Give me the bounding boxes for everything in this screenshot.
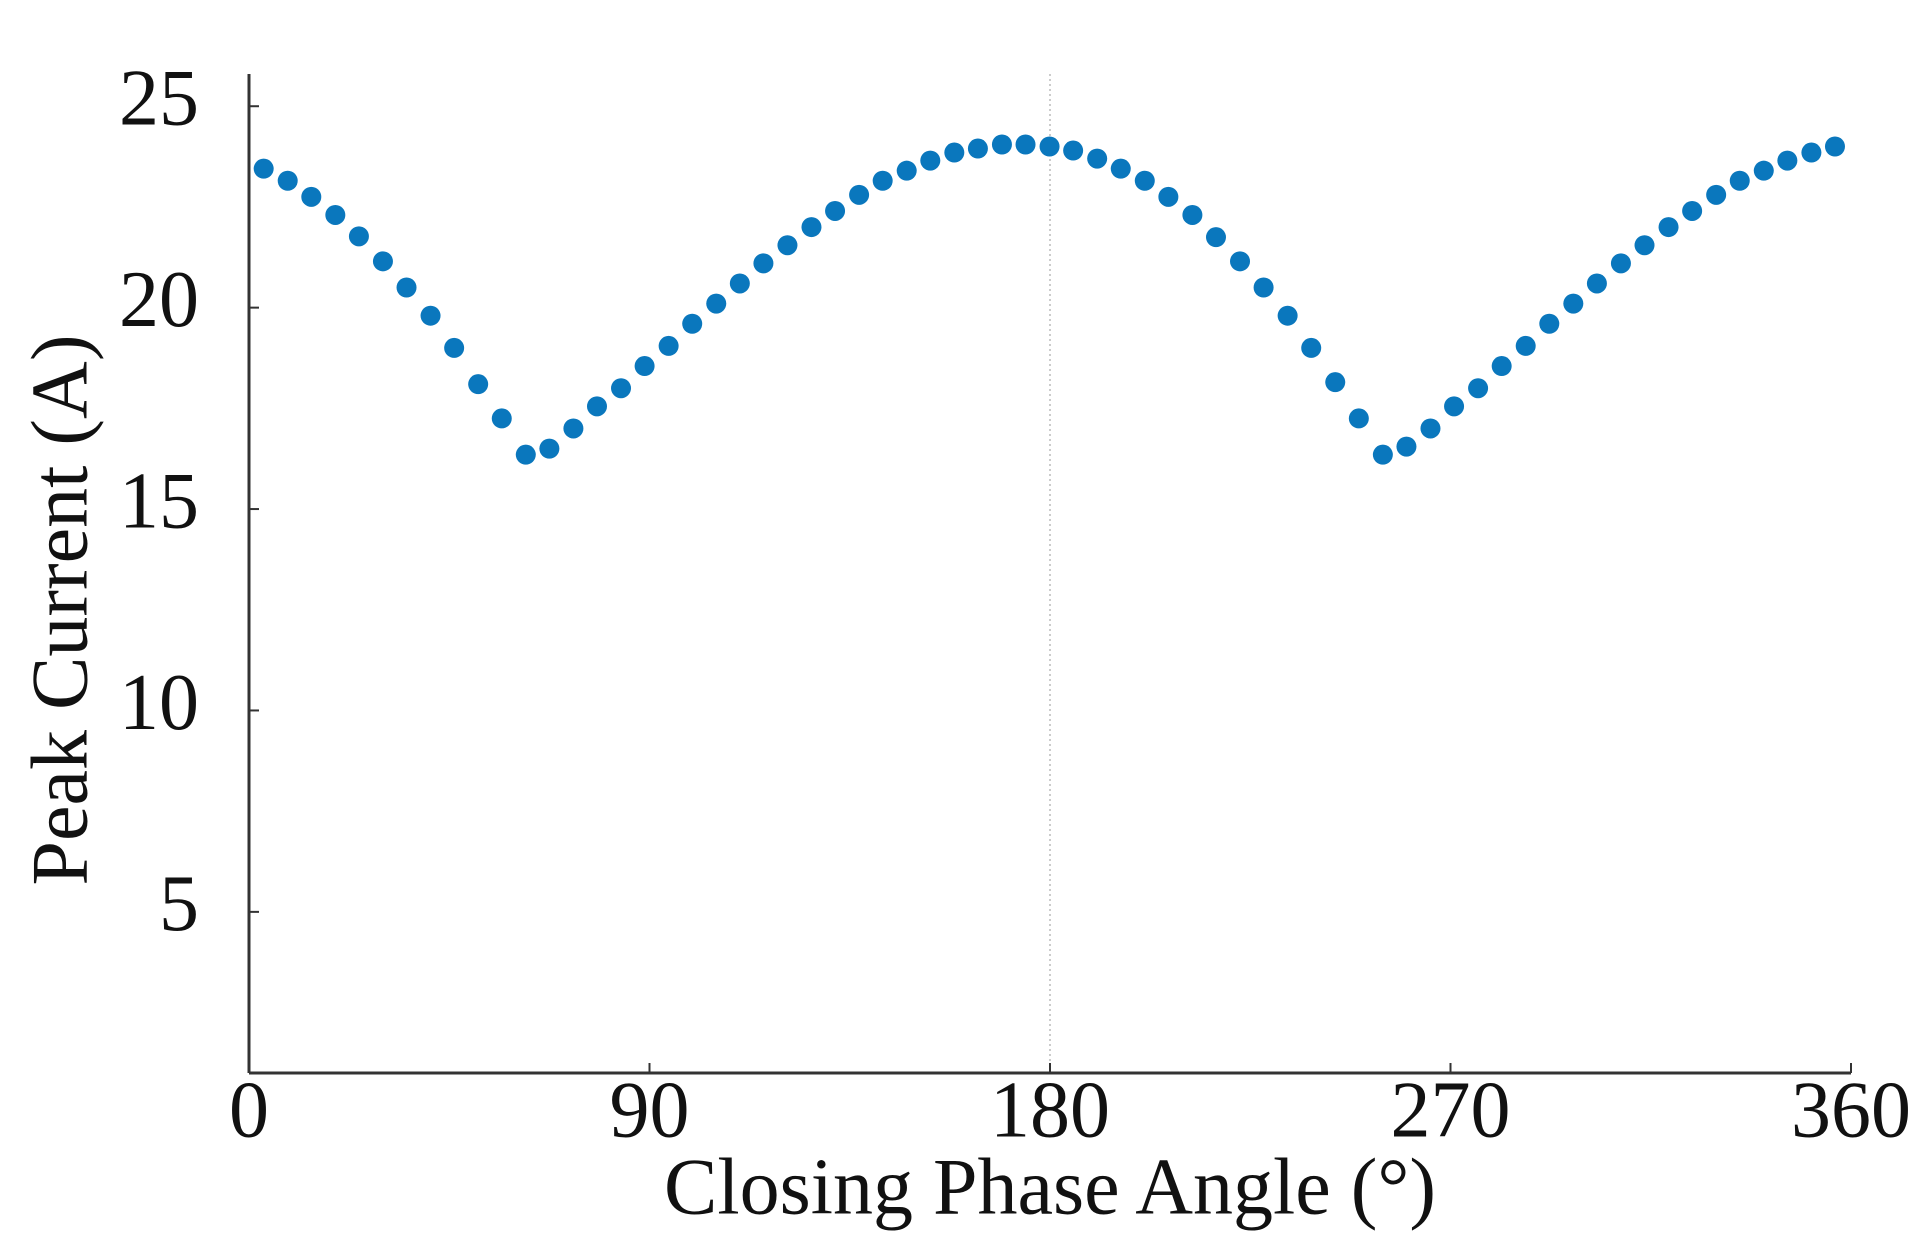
- data-point: [1824, 136, 1845, 157]
- data-point: [1801, 142, 1822, 163]
- data-point: [1158, 186, 1179, 207]
- data-point: [634, 356, 655, 377]
- x-tick-label: 90: [610, 1066, 690, 1154]
- data-point: [872, 170, 893, 191]
- data-point: [1039, 136, 1060, 157]
- data-point: [1205, 227, 1226, 248]
- data-point: [1063, 140, 1084, 161]
- data-point: [1468, 378, 1489, 399]
- data-point: [1729, 170, 1750, 191]
- data-point: [1539, 313, 1560, 334]
- data-point: [348, 226, 369, 247]
- data-point: [1658, 217, 1679, 238]
- data-point: [920, 150, 941, 171]
- data-point: [277, 170, 298, 191]
- data-point: [1682, 200, 1703, 221]
- data-point: [1277, 305, 1298, 326]
- data-point: [325, 204, 346, 225]
- data-point: [1444, 396, 1465, 417]
- data-point: [1087, 148, 1108, 169]
- data-point: [396, 277, 417, 298]
- data-point: [849, 184, 870, 205]
- data-point: [420, 305, 441, 326]
- data-point: [1586, 273, 1607, 294]
- data-point: [896, 160, 917, 181]
- data-point: [444, 337, 465, 358]
- data-point: [1777, 150, 1798, 171]
- x-tick-label: 360: [1791, 1066, 1911, 1154]
- data-point: [1372, 444, 1393, 465]
- data-point: [1325, 372, 1346, 393]
- data-point: [1396, 436, 1417, 457]
- data-point: [1015, 134, 1036, 155]
- data-point: [1491, 356, 1512, 377]
- data-point: [1420, 418, 1441, 439]
- data-point: [967, 138, 988, 159]
- x-axis-label: Closing Phase Angle (°): [664, 1143, 1436, 1231]
- data-point: [1706, 184, 1727, 205]
- y-tick-label: 5: [159, 860, 199, 948]
- x-tick-label: 180: [990, 1066, 1110, 1154]
- data-point: [301, 186, 322, 207]
- data-point: [1610, 253, 1631, 274]
- data-point: [1230, 251, 1251, 272]
- data-point: [1563, 293, 1584, 314]
- y-tick-label: 20: [119, 256, 199, 344]
- data-point: [1110, 158, 1131, 179]
- data-point: [658, 335, 679, 356]
- data-point: [611, 378, 632, 399]
- data-point: [944, 142, 965, 163]
- data-point: [682, 313, 703, 334]
- data-point: [1753, 160, 1774, 181]
- data-point: [729, 273, 750, 294]
- data-point: [563, 418, 584, 439]
- data-point: [468, 374, 489, 395]
- data-point: [1301, 337, 1322, 358]
- data-point: [1253, 277, 1274, 298]
- data-point: [753, 253, 774, 274]
- data-point: [1348, 408, 1369, 429]
- data-point: [539, 438, 560, 459]
- data-point: [801, 217, 822, 238]
- y-tick-label: 10: [119, 659, 199, 747]
- y-axis-label: Peak Current (A): [16, 335, 104, 886]
- data-point: [515, 444, 536, 465]
- x-tick-label: 270: [1391, 1066, 1511, 1154]
- data-point: [1515, 335, 1536, 356]
- data-point: [1134, 170, 1155, 191]
- data-point: [253, 158, 274, 179]
- data-point: [825, 200, 846, 221]
- x-tick-label: 0: [229, 1066, 269, 1154]
- y-tick-label: 25: [119, 55, 199, 143]
- data-point: [586, 396, 607, 417]
- y-tick-label: 15: [119, 457, 199, 545]
- data-point: [706, 293, 727, 314]
- data-point: [372, 251, 393, 272]
- data-point: [991, 134, 1012, 155]
- data-point: [491, 408, 512, 429]
- data-point: [1182, 204, 1203, 225]
- data-point: [1634, 235, 1655, 256]
- data-point: [777, 235, 798, 256]
